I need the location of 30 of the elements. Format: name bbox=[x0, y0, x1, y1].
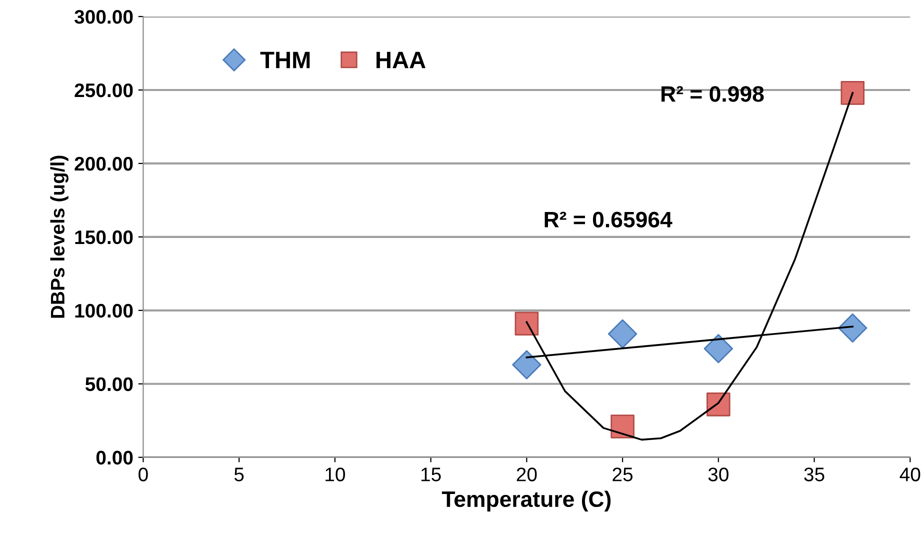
x-tick-label: 40 bbox=[900, 468, 920, 482]
x-tick-label: 10 bbox=[326, 468, 346, 482]
x-tick-label: 5 bbox=[234, 468, 244, 482]
y-tick-label: 150.00 bbox=[75, 230, 133, 244]
legend-label: HAA bbox=[376, 52, 426, 68]
point bbox=[608, 319, 638, 348]
point bbox=[512, 350, 542, 380]
y-tick-label: 250.00 bbox=[74, 83, 133, 98]
y-tick-label: 0.00 bbox=[96, 450, 133, 465]
y-axis-title: DBPs levels (ug/l) bbox=[50, 156, 68, 318]
x-tick-label: 15 bbox=[421, 468, 441, 482]
point bbox=[838, 313, 868, 343]
x-tick-label: 35 bbox=[804, 468, 824, 482]
y-tick-label: 100.00 bbox=[75, 304, 133, 318]
point bbox=[840, 81, 865, 105]
legend-label: THM bbox=[260, 52, 310, 68]
x-tick-label: 30 bbox=[708, 468, 728, 482]
annotation: R² = 0.998 bbox=[662, 86, 764, 102]
point bbox=[704, 334, 733, 364]
y-tick-label: 50.00 bbox=[85, 377, 133, 392]
point bbox=[706, 392, 730, 416]
x-tick-label: 0 bbox=[138, 468, 148, 482]
x-tick-label: 25 bbox=[612, 468, 633, 482]
x-axis-title: Temperature (C) bbox=[442, 490, 611, 512]
point bbox=[610, 414, 634, 438]
y-tick-label: 200.00 bbox=[74, 156, 133, 171]
annotation: R² = 0.65964 bbox=[544, 212, 672, 228]
y-tick-label: 300.00 bbox=[74, 10, 133, 24]
point bbox=[514, 312, 539, 336]
x-tick-label: 20 bbox=[516, 468, 537, 482]
